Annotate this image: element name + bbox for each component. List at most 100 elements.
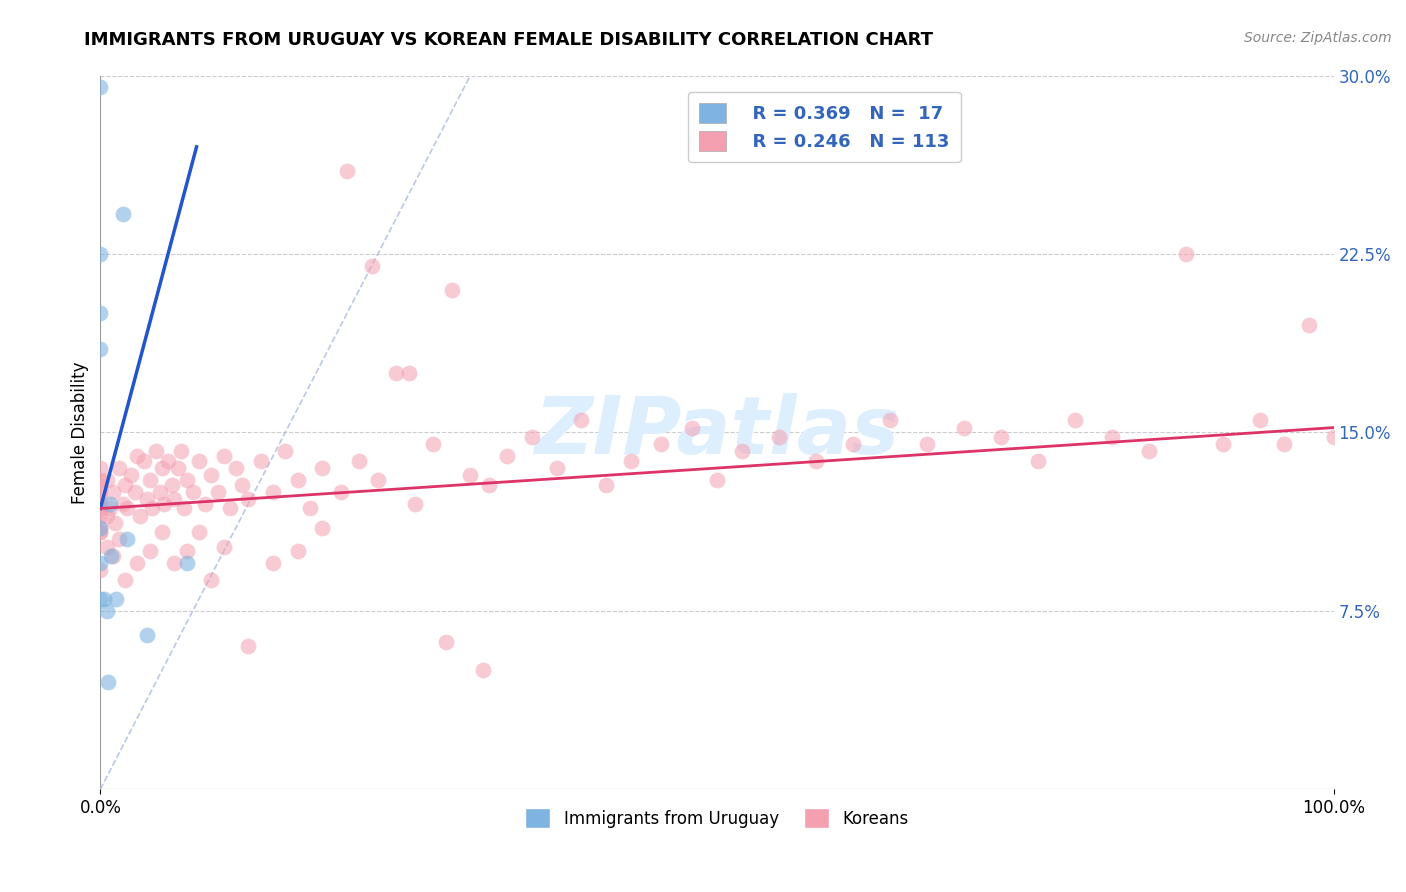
Point: [89, 306, 111, 320]
Point: [169, 444, 191, 458]
Point: [89, 491, 111, 506]
Point: [124, 484, 146, 499]
Point: [1137, 444, 1160, 458]
Point: [804, 454, 827, 468]
Point: [98, 501, 121, 516]
Point: [127, 449, 149, 463]
Point: [96, 508, 118, 523]
Point: [96, 540, 118, 554]
Point: [329, 484, 352, 499]
Text: ZIPatlas: ZIPatlas: [534, 393, 900, 471]
Point: [249, 454, 271, 468]
Point: [349, 454, 371, 468]
Point: [150, 525, 173, 540]
Point: [650, 437, 672, 451]
Point: [89, 563, 111, 577]
Point: [225, 461, 247, 475]
Point: [136, 627, 159, 641]
Point: [440, 283, 463, 297]
Point: [569, 413, 592, 427]
Point: [915, 437, 938, 451]
Point: [398, 366, 420, 380]
Point: [311, 461, 333, 475]
Text: Source: ZipAtlas.com: Source: ZipAtlas.com: [1244, 31, 1392, 45]
Point: [200, 468, 222, 483]
Point: [117, 501, 139, 516]
Point: [89, 247, 111, 261]
Point: [89, 591, 111, 606]
Point: [207, 484, 229, 499]
Point: [287, 473, 309, 487]
Point: [176, 556, 198, 570]
Point: [89, 508, 111, 523]
Point: [496, 449, 519, 463]
Point: [89, 497, 111, 511]
Point: [595, 477, 617, 491]
Point: [96, 604, 118, 618]
Point: [176, 544, 198, 558]
Point: [153, 497, 176, 511]
Point: [138, 473, 160, 487]
Point: [274, 444, 297, 458]
Point: [132, 454, 155, 468]
Point: [546, 461, 568, 475]
Point: [841, 437, 863, 451]
Point: [768, 430, 790, 444]
Point: [336, 163, 359, 178]
Point: [120, 468, 142, 483]
Point: [478, 477, 501, 491]
Point: [404, 497, 426, 511]
Point: [89, 520, 111, 534]
Y-axis label: Female Disability: Female Disability: [72, 361, 89, 504]
Point: [188, 525, 211, 540]
Point: [879, 413, 901, 427]
Point: [181, 484, 204, 499]
Point: [1322, 430, 1344, 444]
Point: [1298, 318, 1320, 333]
Point: [89, 461, 111, 475]
Point: [188, 454, 211, 468]
Point: [101, 484, 124, 499]
Point: [89, 342, 111, 356]
Point: [311, 520, 333, 534]
Point: [173, 501, 195, 516]
Point: [1212, 437, 1234, 451]
Point: [89, 520, 111, 534]
Point: [262, 556, 284, 570]
Point: [89, 477, 111, 491]
Point: [136, 491, 159, 506]
Point: [262, 484, 284, 499]
Point: [148, 484, 170, 499]
Text: IMMIGRANTS FROM URUGUAY VS KOREAN FEMALE DISABILITY CORRELATION CHART: IMMIGRANTS FROM URUGUAY VS KOREAN FEMALE…: [84, 31, 934, 49]
Point: [218, 501, 240, 516]
Legend: Immigrants from Uruguay, Koreans: Immigrants from Uruguay, Koreans: [519, 802, 915, 834]
Point: [385, 366, 408, 380]
Point: [706, 473, 728, 487]
Point: [111, 497, 134, 511]
Point: [145, 444, 167, 458]
Point: [127, 556, 149, 570]
Point: [287, 544, 309, 558]
Point: [422, 437, 444, 451]
Point: [89, 525, 111, 540]
Point: [150, 461, 173, 475]
Point: [105, 591, 128, 606]
Point: [108, 461, 131, 475]
Point: [990, 430, 1012, 444]
Point: [89, 484, 111, 499]
Point: [1249, 413, 1271, 427]
Point: [89, 556, 111, 570]
Point: [1272, 437, 1295, 451]
Point: [520, 430, 543, 444]
Point: [163, 556, 186, 570]
Point: [160, 477, 183, 491]
Point: [238, 491, 260, 506]
Point: [89, 525, 111, 540]
Point: [101, 549, 124, 563]
Point: [89, 473, 111, 487]
Point: [108, 533, 131, 547]
Point: [97, 675, 120, 690]
Point: [1101, 430, 1123, 444]
Point: [89, 501, 111, 516]
Point: [100, 549, 122, 563]
